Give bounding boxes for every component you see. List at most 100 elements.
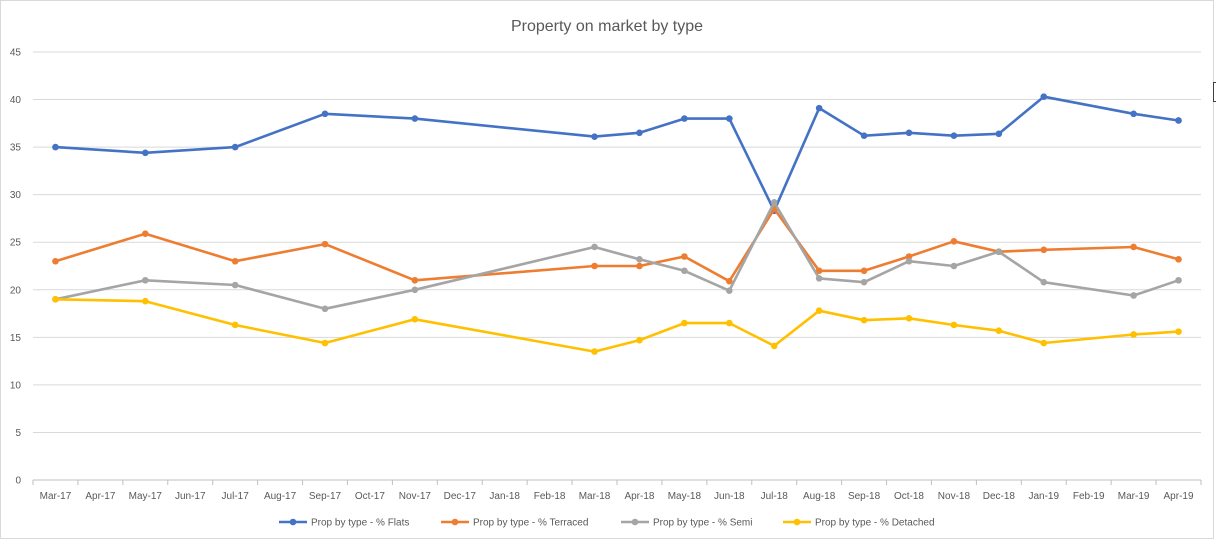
legend-swatch-marker xyxy=(289,518,297,526)
data-point xyxy=(231,281,239,289)
x-tick-label: Nov-17 xyxy=(399,491,432,502)
y-tick-label: 30 xyxy=(10,190,22,201)
data-point xyxy=(950,132,958,139)
data-point xyxy=(1130,243,1137,251)
data-point xyxy=(636,262,643,270)
y-tick-label: 20 xyxy=(10,285,22,296)
legend-label: Prop by type - % Flats xyxy=(311,518,409,529)
legend-swatch-marker xyxy=(451,518,459,526)
data-point xyxy=(770,342,778,350)
x-tick-label: Mar-18 xyxy=(579,491,611,502)
data-point xyxy=(52,143,59,151)
data-point xyxy=(815,104,823,112)
x-tick-label: Apr-17 xyxy=(85,491,115,502)
x-tick-label: Mar-19 xyxy=(1118,491,1150,502)
data-point xyxy=(591,348,598,355)
data-point xyxy=(636,336,643,344)
x-tick-label: Dec-18 xyxy=(983,491,1016,502)
data-point xyxy=(770,198,778,206)
window-edge-marker xyxy=(1213,82,1216,102)
data-point xyxy=(815,267,823,275)
x-tick-label: Sep-17 xyxy=(309,491,342,502)
data-point xyxy=(321,339,329,347)
data-point xyxy=(681,253,688,260)
y-tick-label: 15 xyxy=(10,333,22,344)
data-point xyxy=(726,287,733,295)
data-point xyxy=(995,327,1003,334)
data-point xyxy=(860,278,868,286)
x-tick-label: Mar-17 xyxy=(40,491,72,502)
data-point xyxy=(815,275,823,282)
y-axis-tick-labels: 0 5 10 15 20 25 30 35 40 45 xyxy=(10,48,22,487)
data-point xyxy=(950,321,958,329)
y-tick-label: 35 xyxy=(10,143,22,154)
data-point xyxy=(681,115,688,122)
data-point xyxy=(636,129,643,137)
data-point xyxy=(231,321,239,329)
legend-label: Prop by type - % Detached xyxy=(815,518,935,529)
data-point xyxy=(591,262,598,270)
data-point xyxy=(905,253,913,260)
x-tick-label: Apr-19 xyxy=(1164,491,1194,502)
data-point xyxy=(1130,110,1137,118)
data-point xyxy=(411,276,419,284)
y-tick-label: 25 xyxy=(10,238,22,249)
data-point xyxy=(1130,292,1137,299)
data-point xyxy=(905,257,913,265)
x-tick-label: Aug-18 xyxy=(803,491,836,502)
legend-label: Prop by type - % Semi xyxy=(653,518,752,529)
x-tick-label: May-17 xyxy=(129,491,163,502)
legend-swatch-marker xyxy=(631,518,639,526)
data-point xyxy=(1175,328,1182,335)
x-tick-label: Jun-17 xyxy=(175,491,206,502)
x-axis-tick-labels: Mar-17 Apr-17 May-17 Jun-17 Jul-17 Aug-17 Sep-… xyxy=(40,491,1194,502)
data-point xyxy=(321,240,329,248)
x-tick-label: Nov-18 xyxy=(938,491,971,502)
data-point xyxy=(321,110,329,118)
x-tick-label: Jan-18 xyxy=(489,491,520,502)
data-point xyxy=(681,319,688,327)
data-point xyxy=(231,143,239,151)
data-point xyxy=(142,297,149,305)
data-point xyxy=(860,267,868,275)
data-point xyxy=(636,256,643,263)
series-line xyxy=(54,201,1180,311)
x-tick-label: Feb-18 xyxy=(534,491,566,502)
data-point xyxy=(726,277,733,285)
data-point xyxy=(321,305,329,313)
data-point xyxy=(1040,339,1048,347)
series-line xyxy=(54,207,1180,283)
chart-title: Property on market by type xyxy=(511,18,703,35)
data-point xyxy=(1175,276,1182,284)
data-point xyxy=(52,257,59,265)
data-point xyxy=(995,248,1003,256)
x-tick-label: Apr-18 xyxy=(624,491,654,502)
legend: Prop by type - % Flats Prop by type - % T… xyxy=(279,518,935,529)
data-point xyxy=(905,129,913,137)
x-tick-label: Oct-18 xyxy=(894,491,924,502)
data-point xyxy=(142,276,149,284)
data-point xyxy=(950,237,958,245)
data-point xyxy=(1130,331,1137,338)
x-tick-label: Feb-19 xyxy=(1073,491,1105,502)
x-tick-label: Sep-18 xyxy=(848,491,881,502)
data-point xyxy=(411,115,419,122)
y-tick-label: 45 xyxy=(10,48,22,59)
series-line xyxy=(54,297,1180,353)
data-point xyxy=(52,295,59,303)
legend-label: Prop by type - % Terraced xyxy=(473,518,588,529)
x-tick-label: Oct-17 xyxy=(355,491,385,502)
series-layer xyxy=(52,93,1182,355)
data-point xyxy=(1175,117,1182,124)
data-point xyxy=(1040,278,1048,286)
y-tick-label: 5 xyxy=(15,428,21,439)
data-point xyxy=(1040,93,1048,101)
gridlines xyxy=(32,51,1202,485)
data-point xyxy=(905,315,913,322)
data-point xyxy=(995,130,1003,138)
data-point xyxy=(1040,246,1048,254)
data-point xyxy=(1175,256,1182,263)
data-point xyxy=(411,315,419,323)
x-tick-label: Jan-19 xyxy=(1028,491,1059,502)
